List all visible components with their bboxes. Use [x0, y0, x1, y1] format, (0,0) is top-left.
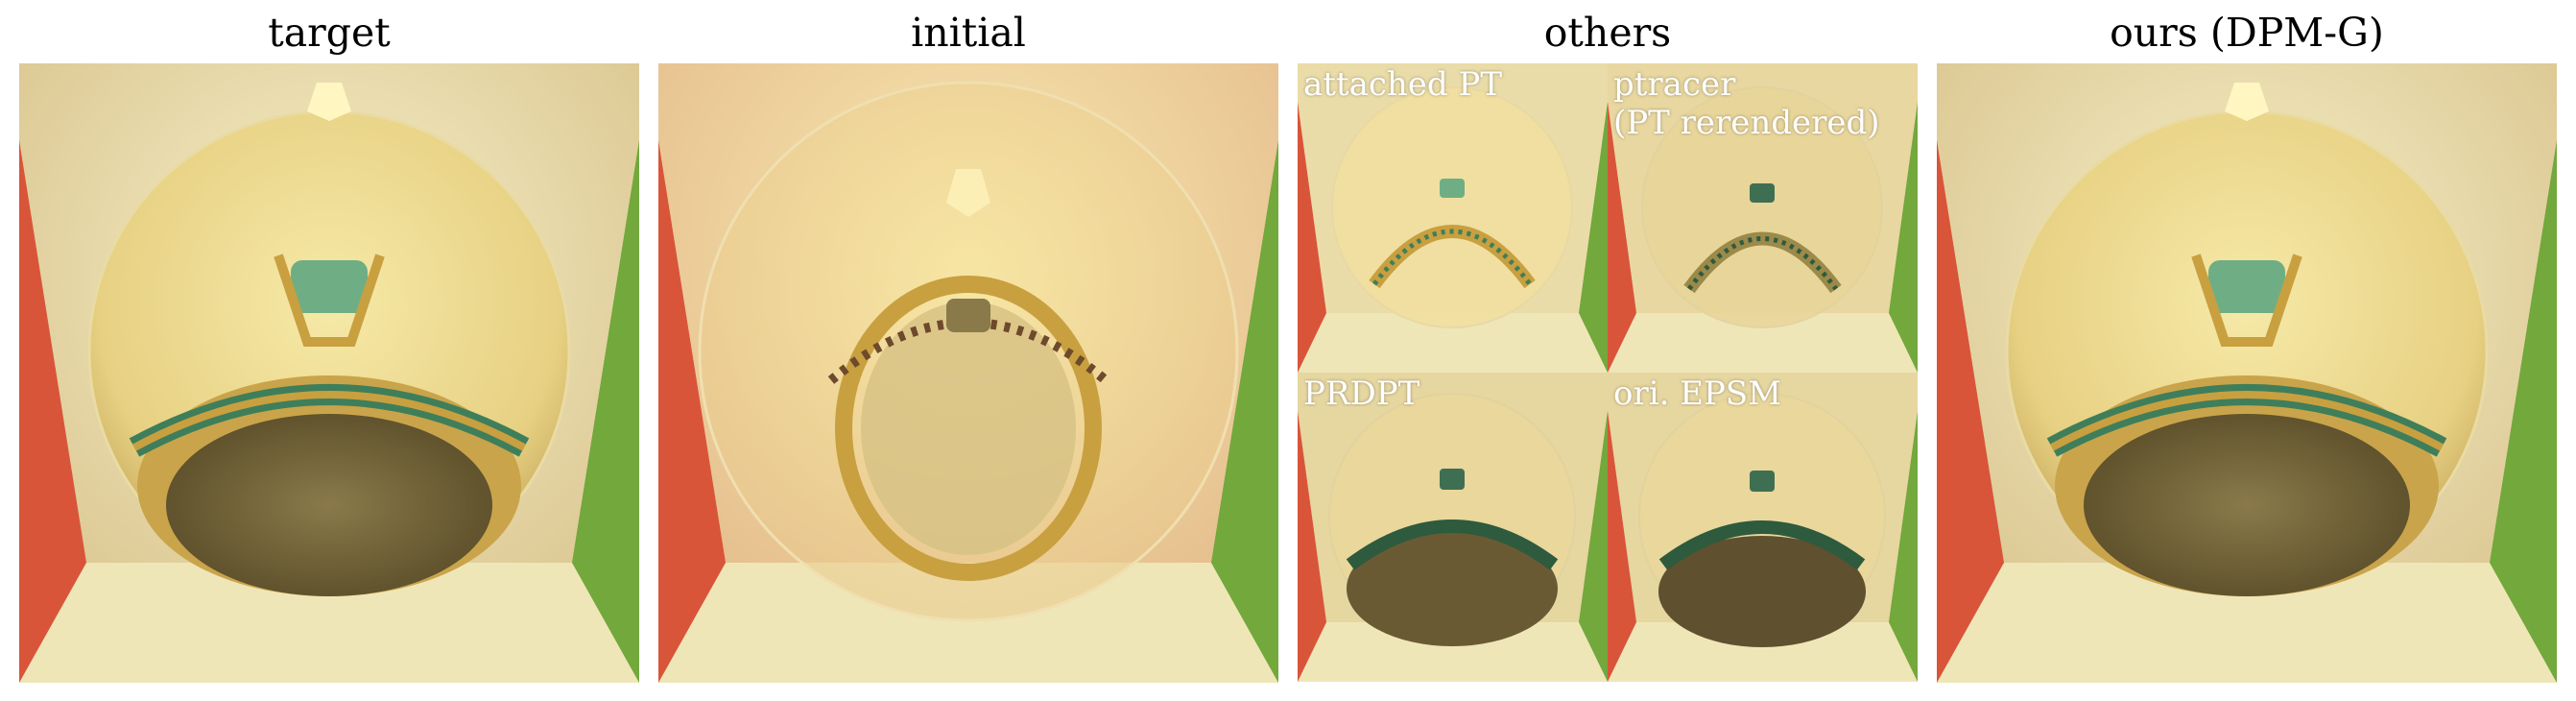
ring-illustration: [1937, 63, 2557, 683]
title-initial: initial: [911, 10, 1026, 56]
label-attached-pt: attached PT: [1303, 65, 1503, 104]
render-ours: [1937, 63, 2557, 683]
ring-illustration: [1298, 373, 1608, 682]
title-others: others: [1543, 10, 1672, 56]
ring-illustration: [1298, 63, 1608, 373]
title-ours: ours (DPM-G): [2110, 10, 2384, 56]
quad-prdpt: PRDPT: [1298, 373, 1608, 682]
title-target: target: [268, 10, 391, 56]
quad-attached-pt: attached PT: [1298, 63, 1608, 373]
ring-illustration: [19, 63, 639, 683]
quad-ori-epsm: ori. EPSM: [1608, 373, 1918, 682]
render-target: [19, 63, 639, 683]
render-initial: [658, 63, 1278, 683]
label-prdpt: PRDPT: [1303, 375, 1420, 413]
render-others-grid: attached PT ptracer (PT rerendered) PRDP…: [1298, 63, 1918, 683]
label-ptracer-line1: ptracer: [1613, 65, 1736, 104]
label-ori-epsm: ori. EPSM: [1613, 375, 1782, 413]
ring-illustration: [1608, 63, 1918, 373]
label-ptracer-line2: (PT rerendered): [1613, 104, 1880, 142]
ring-illustration: [1608, 373, 1918, 682]
quad-ptracer: ptracer (PT rerendered): [1608, 63, 1918, 373]
ring-illustration: [658, 63, 1278, 683]
